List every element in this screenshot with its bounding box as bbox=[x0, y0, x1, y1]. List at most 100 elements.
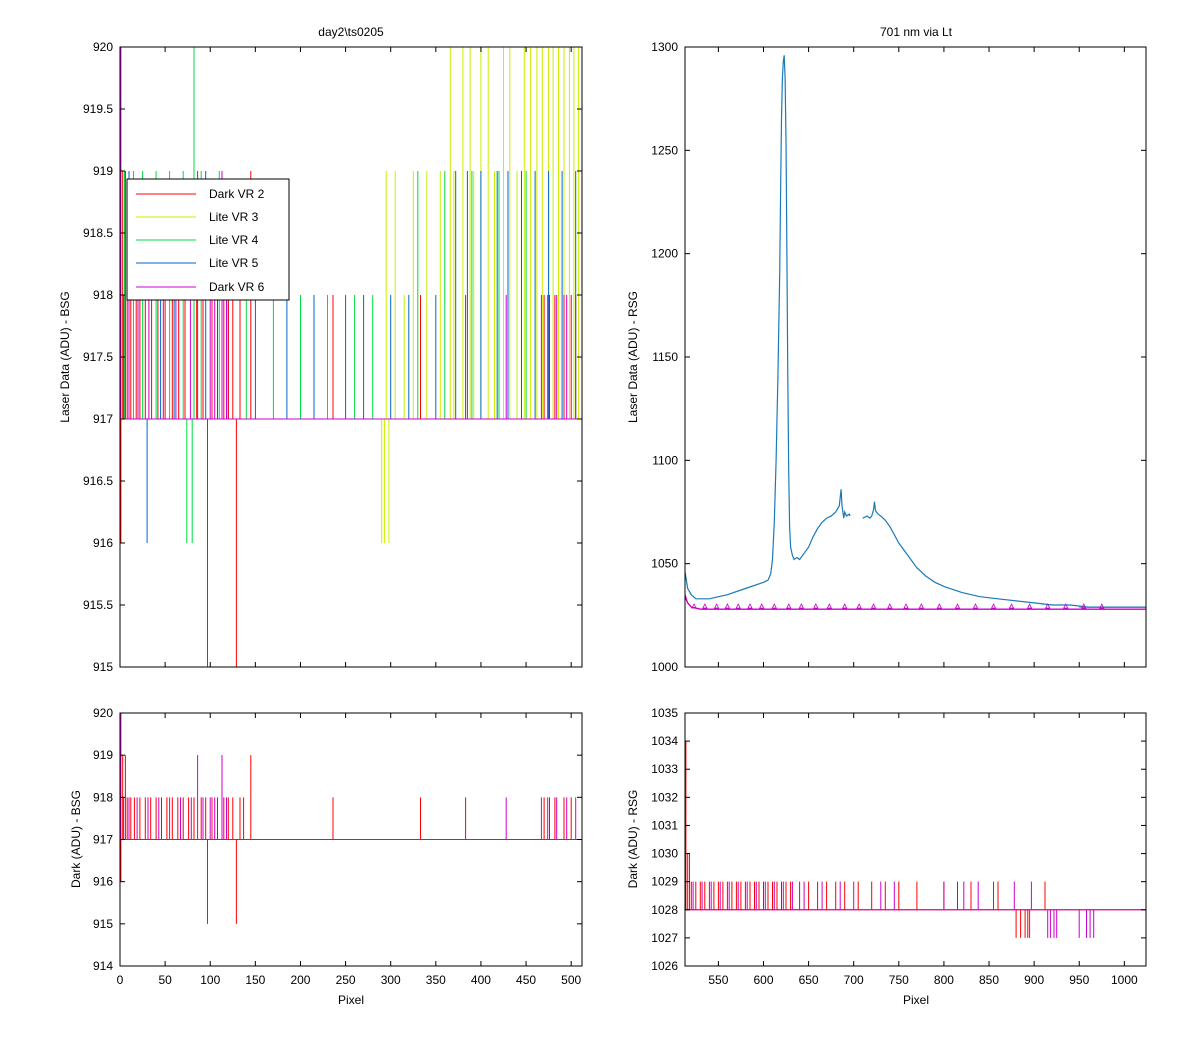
y-tick-label: 1250 bbox=[651, 143, 678, 157]
data-point bbox=[813, 603, 819, 609]
y-tick-label: 918 bbox=[93, 790, 113, 804]
y-tick-label: 1033 bbox=[651, 762, 678, 776]
data-point bbox=[724, 603, 731, 609]
y-tick-label: 919 bbox=[93, 164, 113, 178]
y-tick-label: 1034 bbox=[651, 734, 678, 748]
ylabel-dark-bsg: Dark (ADU) - BSG bbox=[69, 790, 83, 888]
y-tick-label: 917.5 bbox=[83, 350, 113, 364]
x-tick-label: 100 bbox=[200, 973, 220, 987]
x-tick-label: 600 bbox=[753, 973, 773, 987]
series-line-dark-vr-6 bbox=[685, 594, 1146, 610]
ylabel-laser-bsg: Laser Data (ADU) - BSG bbox=[58, 291, 72, 422]
legend-label-dark-vr-6: Dark VR 6 bbox=[209, 280, 265, 294]
y-tick-label: 1029 bbox=[651, 875, 678, 889]
x-tick-label: 150 bbox=[245, 973, 265, 987]
x-tick-label: 300 bbox=[381, 973, 401, 987]
x-tick-label: 950 bbox=[1069, 973, 1089, 987]
data-point bbox=[826, 603, 832, 609]
series-line-dark-vr-6 bbox=[685, 741, 1146, 938]
legend-label-dark-vr-2: Dark VR 2 bbox=[209, 187, 265, 201]
title-laser-bsg: day2\ts0205 bbox=[318, 25, 384, 39]
x-tick-label: 350 bbox=[426, 973, 446, 987]
x-tick-label: 0 bbox=[117, 973, 124, 987]
y-tick-label: 917 bbox=[93, 833, 113, 847]
y-tick-label: 1000 bbox=[651, 660, 678, 674]
y-tick-label: 919 bbox=[93, 748, 113, 762]
x-tick-label: 750 bbox=[889, 973, 909, 987]
axes-laser-rsg: 1000 1050 1100 1150 1200 1250 1300 bbox=[651, 40, 1147, 674]
y-tick-label: 1200 bbox=[651, 247, 678, 261]
x-tick-label: 500 bbox=[561, 973, 581, 987]
legend-label-lite-vr-4: Lite VR 4 bbox=[209, 233, 259, 247]
legend-label-lite-vr-5: Lite VR 5 bbox=[209, 256, 259, 270]
xlabel-dark-bsg: Pixel bbox=[338, 993, 364, 1007]
y-tick-label: 1030 bbox=[651, 847, 678, 861]
y-tick-label: 1028 bbox=[651, 903, 678, 917]
series-line-lite-vr-5 bbox=[685, 55, 851, 600]
x-tick-label: 550 bbox=[708, 973, 728, 987]
y-tick-label: 914 bbox=[93, 959, 113, 973]
data-point bbox=[691, 603, 697, 609]
data-point bbox=[771, 603, 777, 609]
data-point bbox=[1063, 603, 1069, 609]
y-tick-label: 916 bbox=[93, 536, 113, 550]
data-point bbox=[713, 603, 720, 609]
data-point bbox=[972, 603, 979, 609]
data-point bbox=[759, 603, 765, 609]
y-tick-label: 1150 bbox=[652, 350, 678, 364]
xlabel-dark-rsg: Pixel bbox=[903, 993, 929, 1007]
data-point bbox=[798, 603, 805, 609]
legend-label-lite-vr-3: Lite VR 3 bbox=[209, 210, 259, 224]
x-tick-label: 800 bbox=[934, 973, 954, 987]
legend: Dark VR 2 Lite VR 3 Lite VR 4 Lite VR 5 … bbox=[126, 178, 290, 301]
x-tick-label: 50 bbox=[158, 973, 172, 987]
plot-area bbox=[120, 713, 582, 924]
axes-dark-bsg: 0 50 100 150 200 250 300 350 400 450 500 914 915 916 9… bbox=[93, 706, 583, 987]
y-tick-label: 915 bbox=[93, 917, 113, 931]
data-point bbox=[1081, 603, 1087, 609]
y-tick-label: 916 bbox=[93, 875, 113, 889]
y-tick-label: 1300 bbox=[651, 40, 678, 54]
x-tick-label: 450 bbox=[516, 973, 536, 987]
x-tick-label: 400 bbox=[471, 973, 491, 987]
data-point bbox=[887, 603, 893, 609]
x-tick-label: 700 bbox=[844, 973, 864, 987]
plot-area bbox=[685, 741, 1146, 938]
y-tick-label: 918.5 bbox=[83, 226, 113, 240]
y-tick-label: 1031 bbox=[651, 818, 678, 832]
axes-frame bbox=[684, 712, 1147, 967]
data-point bbox=[842, 603, 848, 609]
plot-area bbox=[685, 55, 1146, 610]
axes-dark-rsg: 550 600 650 700 750 800 850 900 950 1000 1026 1027 1… bbox=[651, 706, 1147, 987]
ylabel-dark-rsg: Dark (ADU) - RSG bbox=[626, 790, 640, 889]
y-tick-label: 915.5 bbox=[83, 598, 113, 612]
y-tick-label: 915 bbox=[93, 660, 113, 674]
data-point bbox=[1045, 603, 1051, 609]
data-point bbox=[990, 603, 997, 609]
data-point bbox=[918, 603, 925, 609]
series-line-dark-vr-6 bbox=[120, 713, 582, 924]
x-tick-label: 900 bbox=[1024, 973, 1044, 987]
y-tick-label: 920 bbox=[93, 706, 113, 720]
y-tick-label: 919.5 bbox=[83, 102, 113, 116]
data-point bbox=[702, 603, 708, 609]
y-tick-label: 917 bbox=[93, 412, 113, 426]
x-tick-label: 650 bbox=[799, 973, 819, 987]
data-point bbox=[870, 603, 877, 609]
y-tick-label: 1026 bbox=[651, 959, 678, 973]
data-point bbox=[735, 603, 741, 609]
data-point bbox=[747, 603, 753, 609]
data-point bbox=[856, 603, 862, 609]
title-laser-rsg: 701 nm via Lt bbox=[880, 25, 953, 39]
y-tick-label: 916.5 bbox=[83, 474, 113, 488]
series-line-lite-vr-5-right bbox=[862, 501, 1146, 608]
y-tick-label: 1100 bbox=[652, 453, 678, 467]
data-point bbox=[903, 603, 909, 609]
data-point bbox=[954, 603, 961, 609]
ylabel-laser-rsg: Laser Data (ADU) - RSG bbox=[626, 291, 640, 423]
x-tick-label: 200 bbox=[290, 973, 310, 987]
y-tick-label: 1032 bbox=[651, 790, 678, 804]
y-tick-label: 1050 bbox=[651, 557, 678, 571]
